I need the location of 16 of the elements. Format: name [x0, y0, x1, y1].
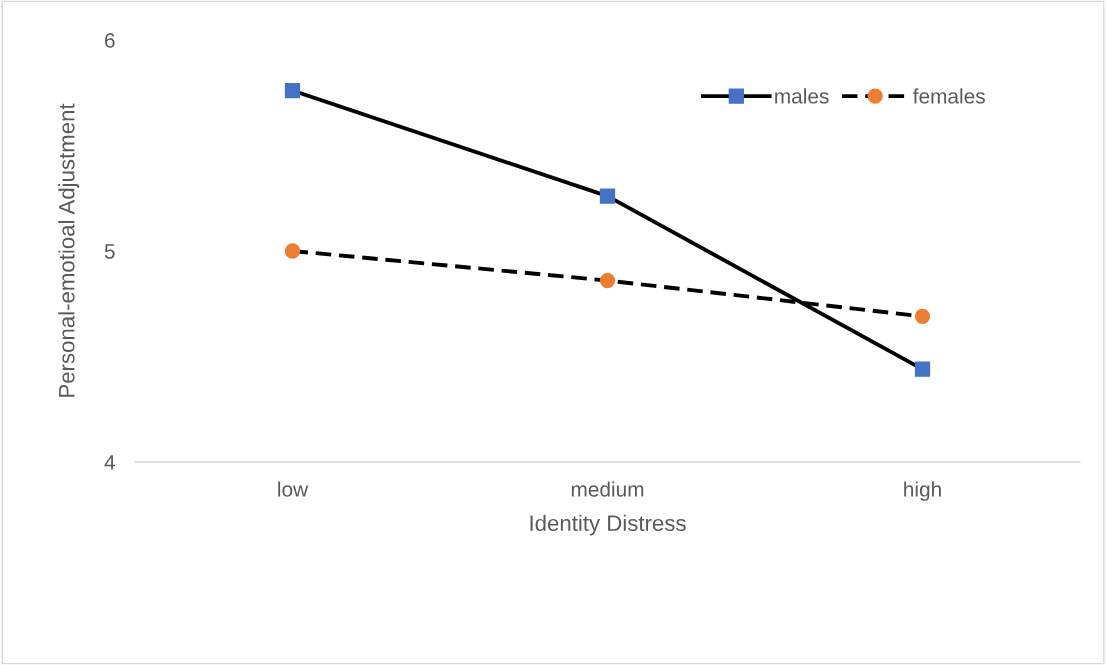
y-tick-label: 6 — [105, 33, 115, 48]
point — [914, 361, 931, 377]
x-tick-label: low — [278, 481, 309, 497]
point — [599, 188, 616, 204]
y-tick-label: 4 — [104, 455, 115, 470]
x-tick-label: medium — [571, 481, 644, 497]
point — [284, 83, 301, 99]
legend-label: males — [775, 88, 829, 104]
point — [599, 272, 616, 289]
x-axis-title: Identity Distress — [530, 514, 686, 536]
legend-label: females — [913, 88, 985, 104]
y-tick-label: 5 — [104, 244, 115, 259]
y-axis-title: Personal-emotioal Adjustment — [58, 103, 79, 397]
x-tick-label: high — [904, 481, 941, 501]
point — [284, 243, 301, 259]
point — [914, 308, 931, 325]
